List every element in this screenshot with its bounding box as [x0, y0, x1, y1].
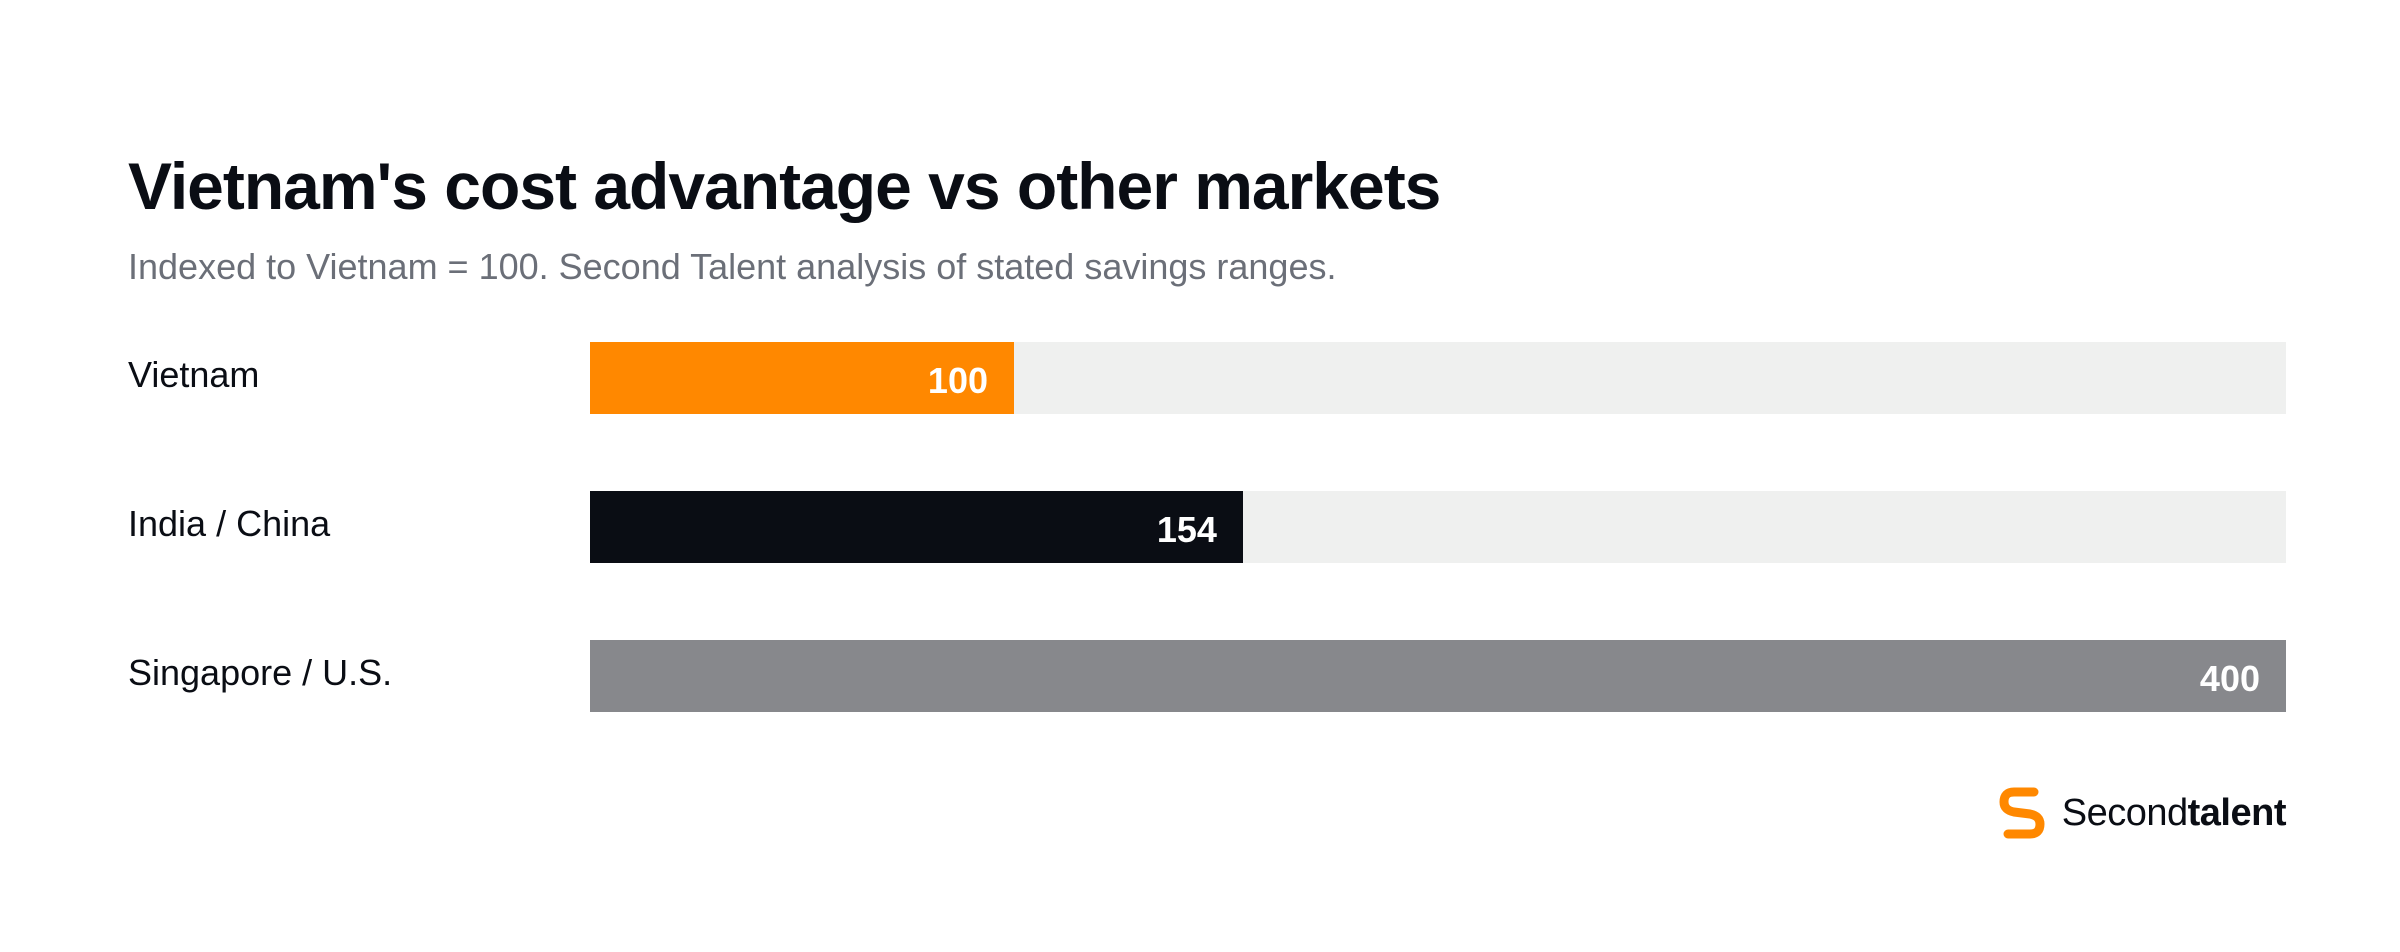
bar-track-singapore-us: 400 [590, 640, 2286, 712]
bar-track-india-china: 154 [590, 491, 2286, 563]
brand-name-light: Second [2061, 792, 2188, 834]
category-label-singapore-us: Singapore / U.S. [128, 652, 393, 693]
chart-title: Vietnam's cost advantage vs other market… [128, 149, 1441, 223]
bar-track-vietnam: 100 [590, 342, 2286, 414]
bar-singapore-us: 400 [590, 640, 2286, 712]
brand-name-bold: talent [2187, 792, 2287, 834]
category-label-vietnam: Vietnam [128, 354, 260, 395]
brand-wordmark: Secondtalent [2061, 789, 2287, 837]
data-label-vietnam: 100 [927, 360, 988, 401]
data-label-india-china: 154 [1156, 509, 1217, 550]
category-label-india-china: India / China [128, 503, 331, 544]
chart-subtitle: Indexed to Vietnam = 100. Second Talent … [128, 246, 1337, 287]
bar-vietnam: 100 [590, 342, 1014, 414]
second-talent-logo-icon [1999, 787, 2045, 839]
bar-india-china: 154 [590, 491, 1243, 563]
brand-logo: Secondtalent [1996, 785, 2287, 841]
data-label-singapore-us: 400 [2199, 658, 2260, 699]
